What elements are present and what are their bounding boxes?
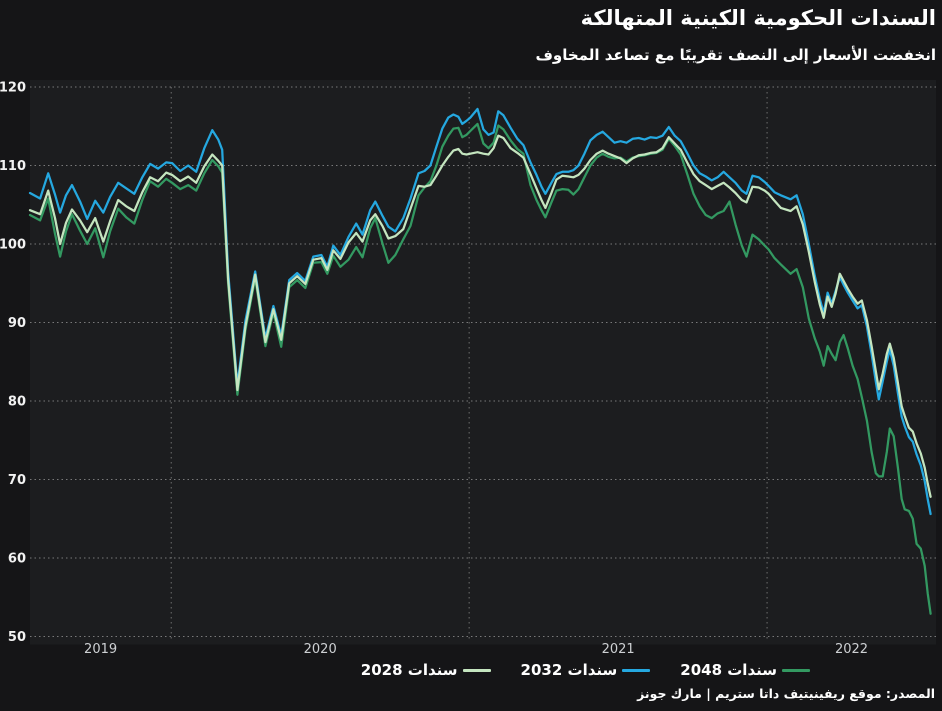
y-axis-tick-label: 110 — [0, 159, 26, 174]
legend-swatch-2028-line — [462, 668, 491, 672]
y-axis-tick-label: 70 — [8, 473, 26, 488]
legend-item-2048: سندات 2048 — [680, 661, 810, 679]
x-axis-year-label: 2020 — [304, 642, 337, 657]
y-axis-tick-label: 60 — [8, 552, 26, 567]
series-line-bond_2028 — [28, 134, 932, 498]
x-axis-year-label: 2022 — [835, 642, 868, 657]
y-axis-tick-label: 50 — [8, 630, 26, 645]
y-axis-tick-label: 80 — [8, 395, 26, 410]
legend-swatch-2048-line — [782, 668, 810, 672]
y-axis-tick-label: 90 — [8, 316, 26, 331]
chart-legend: سندات 2028 سندات 2032 سندات 2048 — [0, 659, 810, 681]
x-axis-year-label: 2021 — [602, 642, 635, 657]
legend-item-2028: سندات 2028 — [361, 661, 491, 679]
legend-swatch-2032-line — [622, 668, 651, 672]
y-axis-tick-label: 100 — [0, 238, 26, 253]
legend-label-2028: سندات 2028 — [360, 661, 458, 679]
chart-subtitle: انخفضت الأسعار إلى النصف تقريبًا مع تصاع… — [535, 46, 936, 64]
legend-label-2048: سندات 2048 — [680, 661, 777, 679]
plot-area — [30, 80, 936, 645]
legend-label-2032: سندات 2032 — [520, 661, 618, 679]
chart-title: السندات الحكومية الكينية المتهالكة — [580, 6, 936, 30]
x-axis-year-label: 2019 — [84, 642, 117, 657]
series-line-bond_2048 — [28, 122, 932, 615]
source-attribution: المصدر: موقع ريفينيتيف داتا ستريم | مارك… — [637, 686, 935, 701]
y-axis-tick-label: 120 — [0, 81, 26, 96]
legend-item-2032: سندات 2032 — [521, 661, 651, 679]
